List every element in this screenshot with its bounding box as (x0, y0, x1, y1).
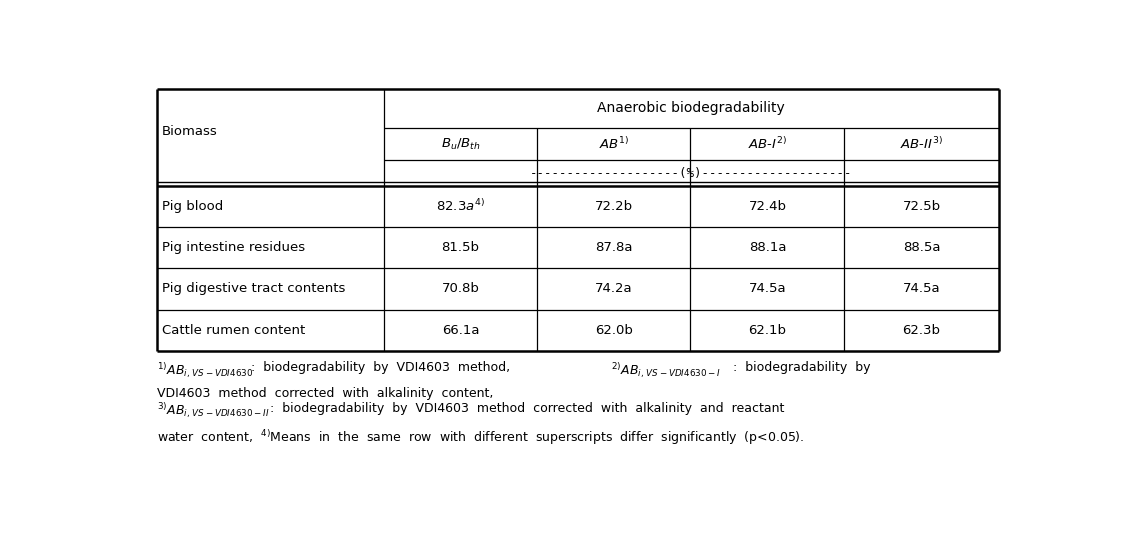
Text: 88.1a: 88.1a (748, 241, 787, 254)
Text: 62.0b: 62.0b (595, 324, 632, 336)
Text: Cattle rumen content: Cattle rumen content (162, 324, 305, 336)
Text: Pig intestine residues: Pig intestine residues (162, 241, 305, 254)
Text: $^{3)}AB_{i,\,VS-VDI4630-II}$: $^{3)}AB_{i,\,VS-VDI4630-II}$ (157, 402, 269, 421)
Text: 62.1b: 62.1b (748, 324, 787, 336)
Text: :  biodegradability  by  VDI4603  method  corrected  with  alkalinity  and  reac: : biodegradability by VDI4603 method cor… (270, 402, 784, 415)
Text: 72.2b: 72.2b (595, 200, 633, 213)
Text: 74.5a: 74.5a (903, 282, 940, 295)
Text: 72.5b: 72.5b (903, 200, 941, 213)
Text: 74.2a: 74.2a (595, 282, 632, 295)
Text: 66.1a: 66.1a (442, 324, 479, 336)
Text: 88.5a: 88.5a (903, 241, 940, 254)
Text: 70.8b: 70.8b (442, 282, 479, 295)
Text: VDI4603  method  corrected  with  alkalinity  content,: VDI4603 method corrected with alkalinity… (157, 387, 492, 400)
Text: water  content,  $^{4)}$Means  in  the  same  row  with  different  superscripts: water content, $^{4)}$Means in the same … (157, 428, 804, 447)
Text: 81.5b: 81.5b (442, 241, 480, 254)
Text: Pig blood: Pig blood (162, 200, 223, 213)
Text: 74.5a: 74.5a (748, 282, 787, 295)
Text: :  biodegradability  by: : biodegradability by (733, 362, 870, 374)
Text: $^{1)}AB_{i,\,VS-VDI4630}$: $^{1)}AB_{i,\,VS-VDI4630}$ (157, 362, 252, 381)
Text: $AB$-$II^{3)}$: $AB$-$II^{3)}$ (900, 136, 943, 152)
Text: $AB$-$I^{2)}$: $AB$-$I^{2)}$ (748, 136, 787, 152)
Text: $B_u/B_{th}$: $B_u/B_{th}$ (441, 136, 480, 152)
Text: 72.4b: 72.4b (748, 200, 787, 213)
Text: :  biodegradability  by  VDI4603  method,: : biodegradability by VDI4603 method, (251, 362, 511, 374)
Text: --------------------(%)--------------------: --------------------(%)-----------------… (530, 166, 852, 179)
Text: $^{2)}AB_{i,\,VS-VDI4630-I}$: $^{2)}AB_{i,\,VS-VDI4630-I}$ (611, 362, 720, 381)
Text: $AB^{1)}$: $AB^{1)}$ (598, 136, 629, 152)
Text: Anaerobic biodegradability: Anaerobic biodegradability (597, 101, 786, 115)
Text: 62.3b: 62.3b (903, 324, 941, 336)
Text: Biomass: Biomass (162, 125, 218, 138)
Text: 87.8a: 87.8a (595, 241, 632, 254)
Text: Pig digestive tract contents: Pig digestive tract contents (162, 282, 345, 295)
Text: $82.3a^{4)}$: $82.3a^{4)}$ (436, 199, 485, 214)
